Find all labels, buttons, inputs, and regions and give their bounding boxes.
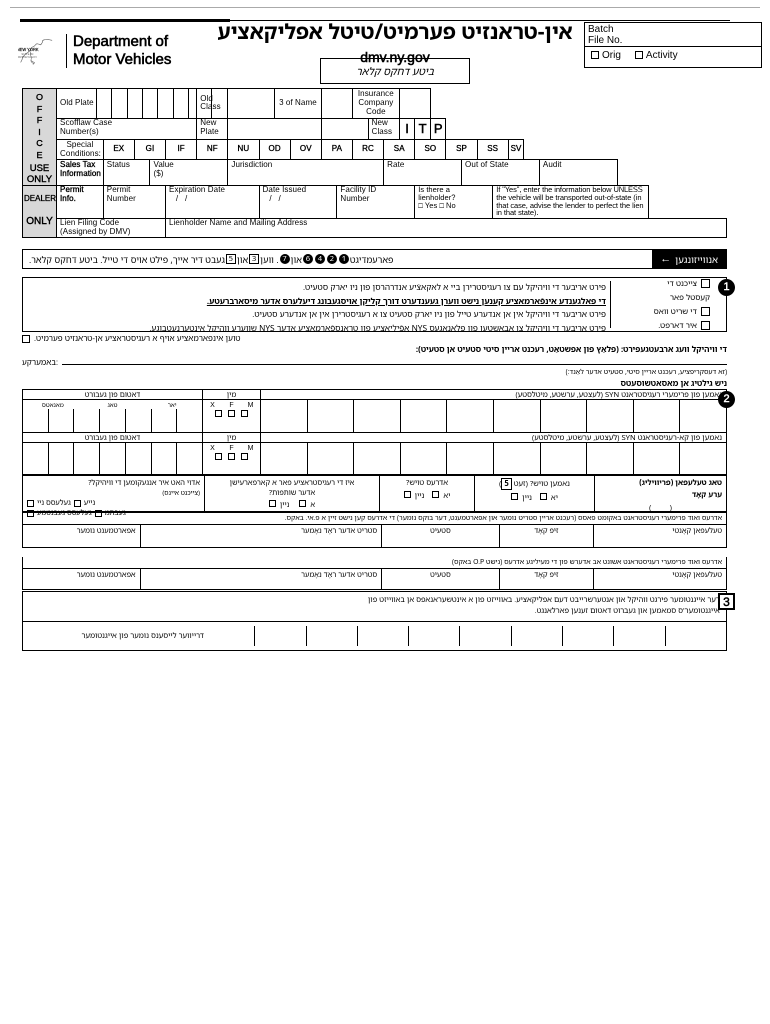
- svg-text:NEW YORK: NEW YORK: [18, 47, 39, 52]
- svg-text:OPPORTUNITY.: OPPORTUNITY.: [18, 56, 37, 59]
